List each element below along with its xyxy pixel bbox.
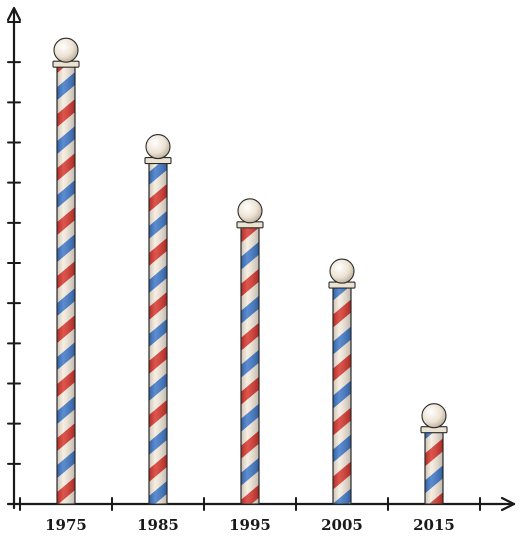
x-tick-label-1985: 1985 xyxy=(137,516,179,534)
x-tick-labels: 1975 1985 1995 2005 2015 xyxy=(45,516,455,534)
x-tick-label-1995: 1995 xyxy=(229,516,271,534)
pole-shading xyxy=(57,66,75,504)
bar-2005 xyxy=(329,259,355,504)
pole-shading xyxy=(333,287,351,504)
bar-1975 xyxy=(53,38,79,504)
pole-knob xyxy=(422,404,446,428)
pole-knob xyxy=(54,38,78,62)
pole-knob xyxy=(330,259,354,283)
bar-1995 xyxy=(237,199,263,504)
pole-knob xyxy=(238,199,262,223)
x-tick-label-2005: 2005 xyxy=(321,516,363,534)
bar-1985 xyxy=(145,135,171,504)
pole-shading xyxy=(241,227,259,504)
pole-shading xyxy=(149,163,167,504)
pole-knob xyxy=(146,135,170,159)
x-tick-label-1975: 1975 xyxy=(45,516,87,534)
pole-shading xyxy=(425,432,443,504)
x-tick-label-2015: 2015 xyxy=(413,516,455,534)
bars xyxy=(53,38,447,504)
bar-2015 xyxy=(421,404,447,504)
